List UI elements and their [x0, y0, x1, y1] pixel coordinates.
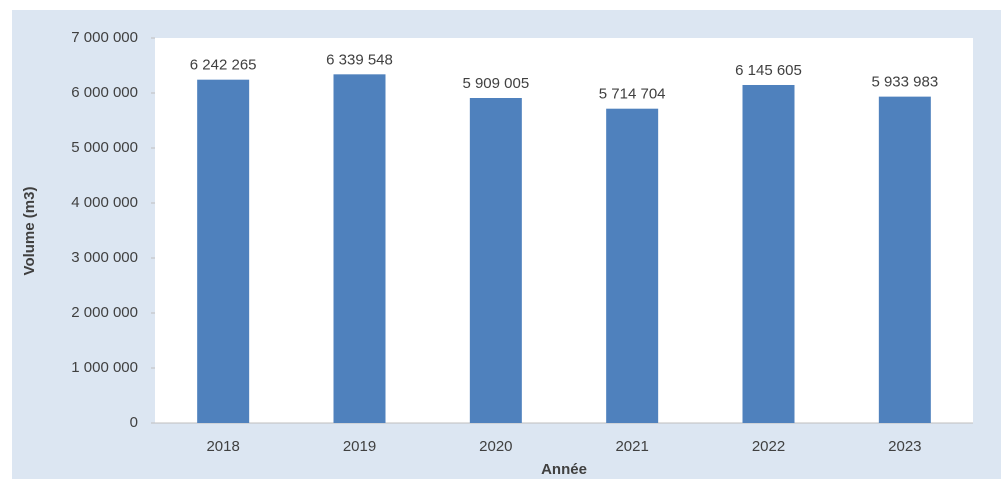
- bar: [333, 74, 386, 423]
- data-label: 6 339 548: [326, 51, 393, 68]
- y-tick-label: 3 000 000: [71, 249, 138, 266]
- y-tick-label: 5 000 000: [71, 139, 138, 156]
- x-tick-label: 2022: [752, 438, 785, 455]
- x-axis-title: Année: [541, 461, 587, 478]
- plot-area: [155, 38, 973, 423]
- data-label: 5 933 983: [871, 74, 938, 91]
- x-tick-label: 2018: [206, 438, 239, 455]
- y-tick-label: 2 000 000: [71, 304, 138, 321]
- x-tick-label: 2019: [343, 438, 376, 455]
- bar: [606, 108, 659, 423]
- bar: [469, 98, 522, 423]
- x-tick-label: 2023: [888, 438, 921, 455]
- y-tick-label: 4 000 000: [71, 194, 138, 211]
- y-axis-title: Volume (m3): [21, 187, 38, 276]
- x-tick-label: 2021: [615, 438, 648, 455]
- y-tick-label: 7 000 000: [71, 29, 138, 46]
- data-label: 5 714 704: [599, 86, 666, 103]
- bar: [878, 96, 931, 424]
- data-label: 6 242 265: [190, 57, 257, 74]
- y-tick-label: 0: [130, 414, 138, 431]
- bar: [197, 79, 250, 424]
- data-label: 5 909 005: [462, 75, 529, 92]
- data-label: 6 145 605: [735, 62, 802, 79]
- bar: [742, 84, 795, 423]
- x-tick-label: 2020: [479, 438, 512, 455]
- y-tick-label: 6 000 000: [71, 84, 138, 101]
- y-tick-label: 1 000 000: [71, 359, 138, 376]
